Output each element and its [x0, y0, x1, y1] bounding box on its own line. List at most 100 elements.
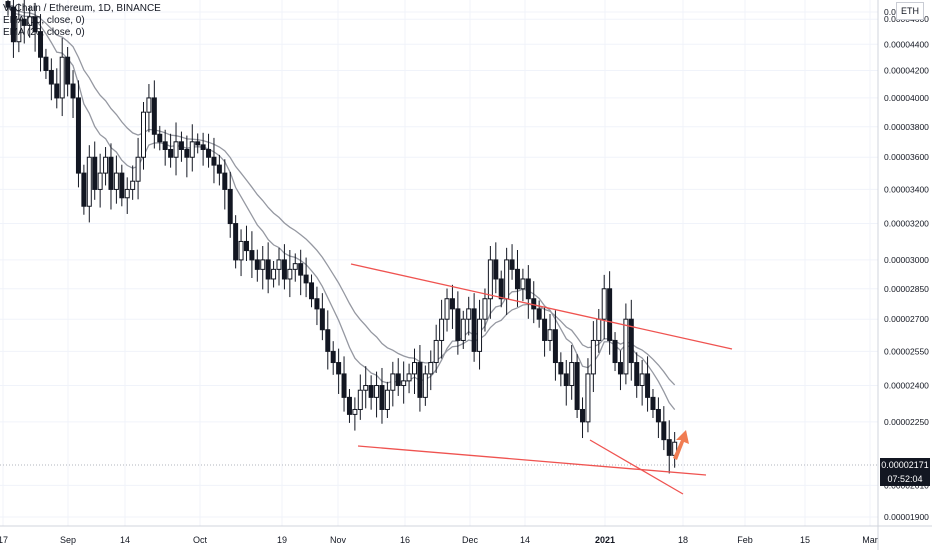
ema-10-legend[interactable]: EMA (10, close, 0): [3, 15, 85, 26]
candle: [249, 231, 255, 279]
candle-body-up: [444, 298, 450, 320]
candle-body-up: [59, 56, 65, 99]
candle: [412, 348, 417, 394]
candle: [401, 361, 407, 404]
candle-body-down: [514, 268, 520, 290]
y-tick-label: 0.00003800: [884, 122, 929, 132]
candle-body-down: [655, 408, 661, 423]
candle: [498, 270, 504, 308]
candle: [666, 420, 672, 474]
candle-body-up: [401, 380, 407, 387]
candle: [487, 245, 493, 319]
candle-body-down: [330, 350, 336, 364]
candle-body-down: [92, 156, 98, 190]
candle: [558, 352, 564, 387]
ema-10-line: [7, 6, 676, 411]
candle-body-up: [16, 18, 22, 43]
candle: [141, 101, 146, 170]
candle-body-down: [162, 141, 168, 150]
candle-body-down: [211, 156, 217, 166]
candle-body-up: [86, 156, 92, 207]
candle-body-up: [460, 318, 466, 341]
candle-body-down: [325, 329, 331, 352]
candle: [43, 48, 49, 79]
candle-body-up: [357, 389, 363, 410]
candle: [260, 245, 266, 290]
candle-body-down: [525, 278, 531, 300]
candle: [585, 358, 591, 433]
candle-body-up: [639, 373, 645, 387]
candle: [178, 131, 184, 162]
candle: [547, 314, 553, 351]
candle: [455, 291, 461, 355]
candle: [27, 6, 33, 38]
ema-20-legend[interactable]: EMA (20, close, 0): [3, 27, 85, 38]
candle-body-up: [520, 278, 526, 290]
candle: [390, 361, 396, 407]
candle-body-down: [471, 308, 477, 352]
candle: [254, 249, 260, 282]
candle-body-down: [54, 83, 60, 99]
candle-body-down: [157, 133, 163, 143]
candle: [16, 3, 22, 53]
candle-body-down: [21, 18, 27, 26]
candle-body-down: [368, 385, 374, 398]
candle-body-down: [666, 439, 672, 456]
candle: [124, 177, 130, 214]
candle: [569, 344, 575, 400]
candle: [281, 244, 287, 290]
candle: [336, 348, 342, 394]
candle-body-down: [5, 1, 11, 8]
candle: [38, 14, 44, 72]
candle-body-up: [292, 263, 298, 270]
x-tick-label: Sep: [60, 535, 76, 545]
candle-body-down: [552, 329, 558, 364]
candle-body-down: [70, 83, 76, 99]
y-tick-label: 0.00002250: [884, 417, 929, 427]
y-tick-label: 0.00003600: [884, 152, 929, 162]
trendline-drawings[interactable]: [350, 263, 733, 495]
quote-currency-badge[interactable]: ETH: [896, 2, 924, 20]
candle: [384, 381, 390, 418]
candle: [10, 0, 16, 58]
candle-body-down: [281, 259, 287, 280]
candle: [612, 332, 618, 372]
candle: [108, 143, 114, 210]
x-tick-label: Oct: [193, 535, 208, 545]
time-axis[interactable]: 17 Sep 14 Oct 19 Nov 16 Dec 14 2021 18 Feb 15 Mar: [0, 525, 932, 545]
y-tick-label: 0.00001900: [884, 512, 929, 522]
candle-body-down: [563, 373, 569, 387]
candle: [634, 352, 640, 398]
candle: [357, 374, 363, 420]
candle: [482, 288, 488, 332]
candle: [325, 310, 331, 370]
candle-body-down: [38, 31, 44, 58]
y-tick-label: 0.00002700: [884, 314, 929, 324]
candle: [374, 371, 380, 418]
candle-body-down: [227, 188, 233, 225]
candle-body-up: [428, 362, 434, 375]
candle-body-down: [65, 56, 71, 85]
candle: [650, 388, 656, 418]
x-tick-label: 14: [120, 535, 130, 545]
candle-body-down: [200, 144, 206, 150]
candle-body-up: [466, 308, 472, 320]
candle: [406, 363, 412, 394]
candle: [81, 164, 87, 215]
candle-body-down: [645, 373, 651, 398]
candle: [661, 406, 667, 451]
candle-body-up: [433, 339, 439, 364]
candle: [271, 260, 277, 288]
candle-body-up: [623, 318, 629, 375]
candle: [330, 341, 336, 375]
candle-body-down: [265, 259, 271, 280]
candle-body-down: [542, 318, 548, 341]
candle: [195, 133, 201, 154]
candle-body-down: [455, 308, 461, 341]
candle: [531, 281, 537, 324]
candle: [75, 80, 81, 188]
symbol-title[interactable]: VeChain / Ethereum, 1D, BINANCE: [3, 3, 161, 14]
candle: [428, 350, 434, 391]
candle: [135, 137, 141, 200]
